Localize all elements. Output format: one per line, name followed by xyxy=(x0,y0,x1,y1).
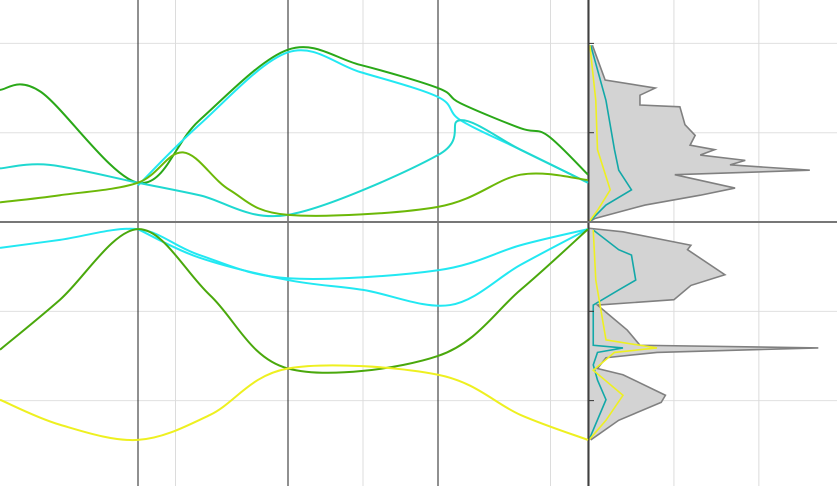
dos-projected xyxy=(588,230,658,441)
band xyxy=(137,228,589,307)
dos-fill xyxy=(589,45,810,223)
dos-fill xyxy=(589,228,819,440)
band xyxy=(0,119,589,218)
band xyxy=(0,364,589,442)
band xyxy=(0,46,589,184)
dos-projected xyxy=(588,44,633,223)
band xyxy=(0,151,589,217)
band xyxy=(0,228,589,374)
dos-projected xyxy=(588,229,637,441)
dos-total xyxy=(588,44,810,223)
dos-projected xyxy=(588,45,612,223)
dos-total xyxy=(588,227,819,441)
band xyxy=(0,227,589,280)
